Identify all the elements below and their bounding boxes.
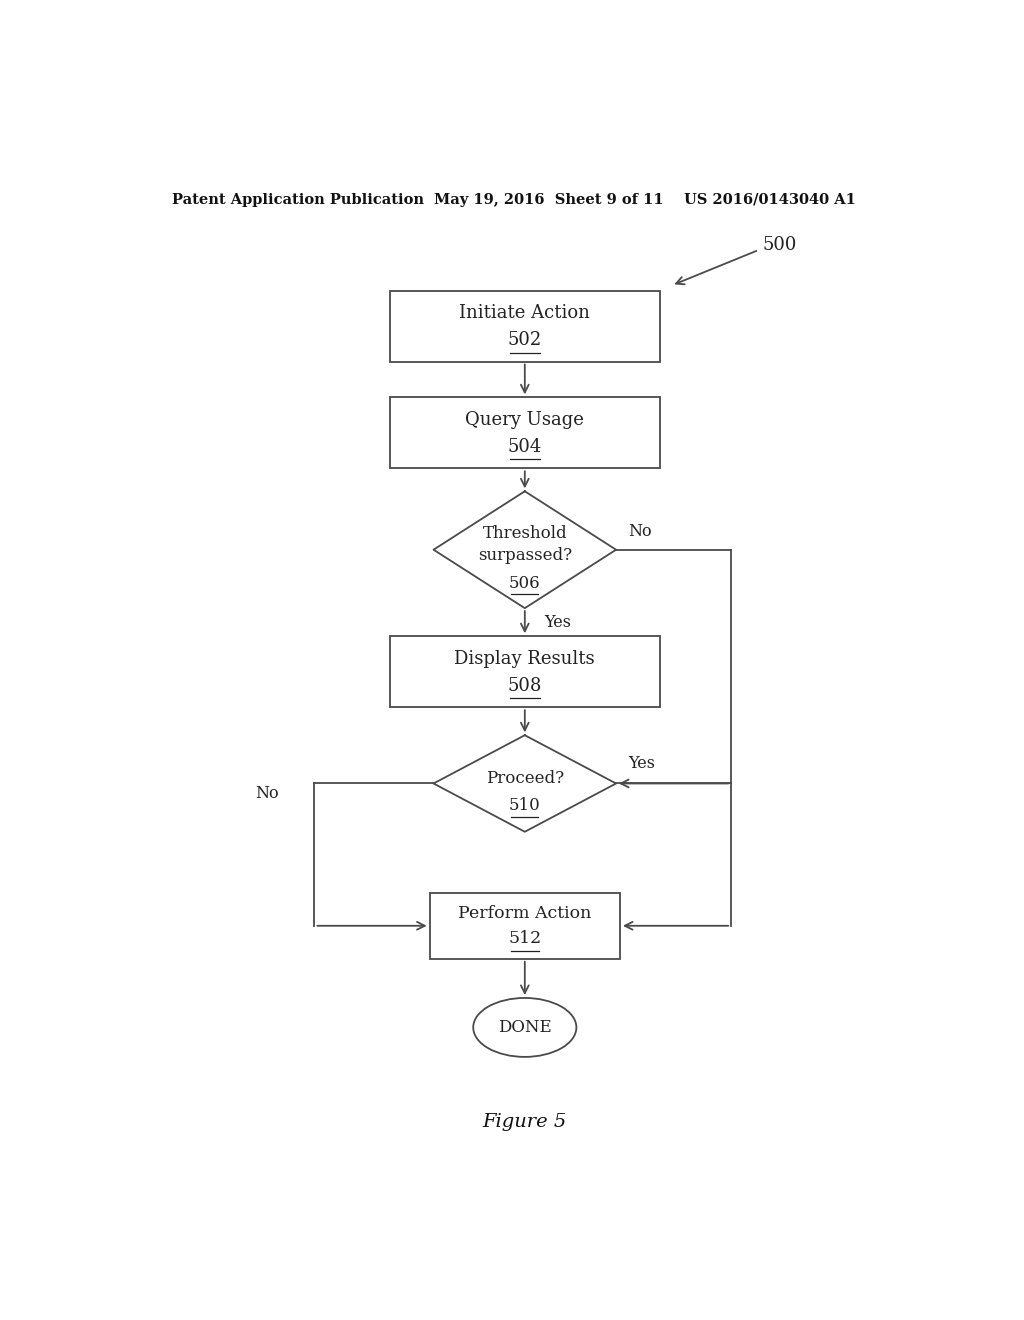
Text: No: No <box>628 523 651 540</box>
Text: 504: 504 <box>508 438 542 455</box>
Text: 500: 500 <box>763 236 798 253</box>
Text: Initiate Action: Initiate Action <box>460 305 590 322</box>
Text: Threshold: Threshold <box>482 525 567 543</box>
Text: Yes: Yes <box>628 755 655 772</box>
Polygon shape <box>433 491 616 609</box>
Text: Yes: Yes <box>545 614 571 631</box>
Text: surpassed?: surpassed? <box>478 548 571 565</box>
Text: DONE: DONE <box>498 1019 552 1036</box>
Text: US 2016/0143040 A1: US 2016/0143040 A1 <box>684 193 855 207</box>
Text: May 19, 2016  Sheet 9 of 11: May 19, 2016 Sheet 9 of 11 <box>433 193 664 207</box>
Text: Query Usage: Query Usage <box>465 411 585 429</box>
FancyBboxPatch shape <box>430 892 620 958</box>
Text: No: No <box>255 785 279 803</box>
FancyBboxPatch shape <box>390 636 659 708</box>
Text: Proceed?: Proceed? <box>485 770 564 787</box>
Text: 510: 510 <box>509 797 541 814</box>
Text: 502: 502 <box>508 331 542 350</box>
Text: Perform Action: Perform Action <box>458 906 592 923</box>
FancyBboxPatch shape <box>390 290 659 362</box>
Text: Display Results: Display Results <box>455 649 595 668</box>
Text: Patent Application Publication: Patent Application Publication <box>172 193 424 207</box>
Text: 508: 508 <box>508 677 542 694</box>
Polygon shape <box>433 735 616 832</box>
Text: 512: 512 <box>508 931 542 948</box>
Ellipse shape <box>473 998 577 1057</box>
Text: 506: 506 <box>509 574 541 591</box>
Text: Figure 5: Figure 5 <box>482 1113 567 1131</box>
FancyBboxPatch shape <box>390 397 659 469</box>
